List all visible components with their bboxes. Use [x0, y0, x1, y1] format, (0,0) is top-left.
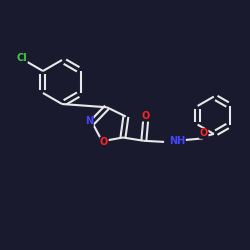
- Text: N: N: [85, 116, 93, 126]
- Text: O: O: [100, 137, 108, 147]
- Text: Cl: Cl: [16, 53, 27, 63]
- Text: O: O: [142, 111, 150, 121]
- Text: NH: NH: [169, 136, 185, 146]
- Text: O: O: [200, 128, 208, 138]
